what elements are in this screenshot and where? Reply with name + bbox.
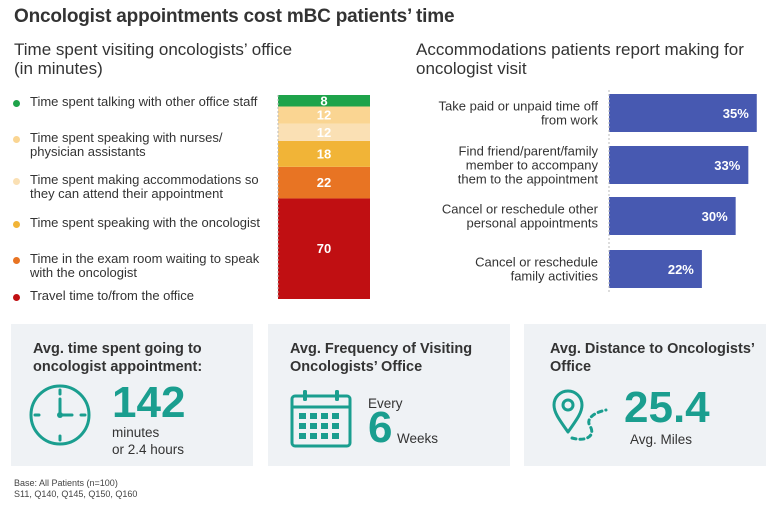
card-time-alt: or 2.4 hours (112, 442, 185, 457)
horizontal-bar-chart: 35% Take paid or unpaid time off from work… (439, 90, 757, 292)
stacked-bar-segment (278, 123, 370, 141)
stacked-bar-value-label: 12 (317, 108, 331, 123)
card-distance-value: 25.4 (624, 383, 710, 432)
hbar-category-label: Cancel or reschedule family activities (475, 255, 598, 284)
hbar (609, 250, 702, 288)
footnote-line: S11, Q140, Q145, Q150, Q160 (14, 489, 138, 499)
stacked-bar-segment (278, 140, 370, 167)
card-time-heading: Avg. time spent going to oncologist appo… (33, 341, 203, 375)
card-frequency-heading: Avg. Frequency of Visiting Oncologists’ … (290, 341, 473, 375)
hbar-value-label: 22% (668, 262, 694, 277)
stacked-bar-value-label: 22 (317, 175, 331, 190)
legend-label: Time spent speaking with the oncologist (30, 215, 261, 230)
legend-label: Travel time to/from the office (30, 288, 195, 303)
legend-dot-icon (13, 100, 20, 107)
hbar-category-label: Cancel or reschedule other personal appoi… (442, 202, 599, 231)
hbar (609, 94, 757, 132)
stacked-bar-value-label: 18 (317, 146, 331, 161)
stacked-bar-value-label: 12 (317, 125, 331, 140)
legend-label: Time spent talking with other office sta… (30, 94, 258, 109)
legend-dot-icon (13, 221, 20, 228)
legend-dot-icon (13, 136, 20, 143)
stacked-bar-value-label: 70 (317, 241, 331, 256)
hbar-value-label: 30% (702, 209, 728, 224)
legend-label: Time spent making accommodations so they… (30, 172, 259, 201)
hbar (609, 197, 736, 235)
card-distance-unit: Avg. Miles (630, 432, 693, 447)
stacked-bar-segment (278, 166, 370, 199)
stacked-bar-segment (278, 106, 370, 124)
map-pin-icon (552, 389, 608, 441)
legend-dot-icon (13, 257, 20, 264)
stacked-bar-segment (278, 95, 370, 107)
card-distance: Avg. Distance to Oncologists’ Office 25.… (524, 324, 766, 466)
card-frequency-value: 6 (368, 403, 393, 452)
legend-dot-icon (13, 294, 20, 301)
legend-label: Time spent speaking with nurses/ physici… (30, 130, 223, 159)
page-title: Oncologist appointments cost mBC patient… (14, 6, 455, 27)
hbar (609, 146, 749, 184)
hbar-category-label: Take paid or unpaid time off from work (439, 99, 599, 128)
card-frequency-prefix: Every (368, 396, 403, 411)
legend-label: Time in the exam room waiting to speak w… (30, 251, 260, 280)
footnote-line: Base: All Patients (n=100) (14, 478, 118, 488)
hbar-value-label: 35% (723, 106, 749, 121)
card-time-unit: minutes (112, 425, 160, 440)
calendar-icon (290, 390, 352, 448)
left-chart-title: Time spent visiting oncologists’ office (14, 40, 293, 59)
legend-dot-icon (13, 178, 20, 185)
right-chart-title: Accommodations patients report making fo… (416, 40, 744, 78)
left-chart-subtitle: (in minutes) (14, 59, 103, 78)
card-distance-heading: Avg. Distance to Oncologists’ Office (550, 341, 755, 375)
card-frequency: Avg. Frequency of Visiting Oncologists’ … (268, 324, 510, 466)
left-chart-heading: Time spent visiting oncologists’ office … (14, 40, 292, 78)
card-frequency-unit: Weeks (397, 431, 439, 446)
card-time-value: 142 (112, 378, 186, 427)
card-avg-time: Avg. time spent going to oncologist appo… (11, 324, 253, 466)
stacked-bar-value-label: 8 (320, 94, 327, 108)
hbar-category-label: Find friend/parent/family member to accom… (458, 144, 599, 187)
stacked-bar-segment (278, 198, 370, 299)
clock-icon (29, 384, 91, 446)
footnote: Base: All Patients (n=100) S11, Q140, Q1… (14, 478, 137, 500)
hbar-value-label: 33% (714, 158, 740, 173)
